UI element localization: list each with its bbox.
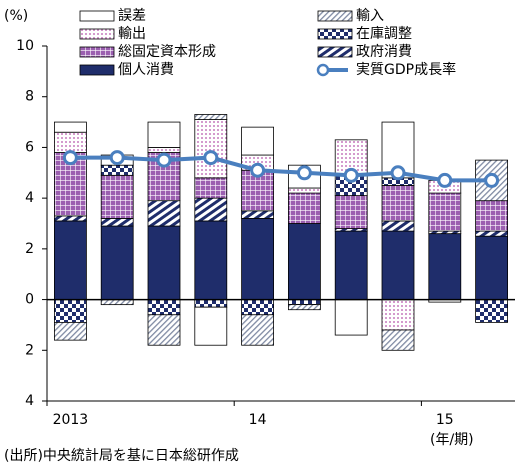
bar-segment bbox=[54, 299, 87, 323]
bar-segment bbox=[334, 195, 368, 229]
line-marker bbox=[250, 162, 266, 178]
legend-label: 実質GDP成長率 bbox=[356, 61, 456, 78]
bar-segment bbox=[475, 200, 509, 232]
legend-label: 総固定資本形成 bbox=[118, 44, 216, 60]
bar-segment bbox=[194, 197, 228, 222]
bar-segment bbox=[475, 230, 509, 237]
legend-swatch bbox=[79, 28, 115, 40]
legend-swatch bbox=[79, 46, 115, 58]
bar-segment bbox=[54, 215, 87, 222]
y-tick-label: 4 bbox=[25, 393, 34, 409]
bar-segment bbox=[194, 220, 228, 300]
legend-label: 輸入 bbox=[356, 8, 384, 24]
bar-segment bbox=[194, 119, 228, 179]
line-marker bbox=[156, 152, 172, 168]
bar-segment bbox=[334, 230, 368, 300]
y-tick-label: 2 bbox=[25, 342, 34, 358]
bar-segment bbox=[287, 304, 321, 311]
y-tick-label: 2 bbox=[25, 241, 34, 257]
bar-segment bbox=[100, 164, 134, 176]
legend-label: 政府消費 bbox=[356, 44, 412, 60]
line-marker bbox=[437, 172, 453, 188]
legend-swatch bbox=[79, 10, 115, 22]
bar-segment bbox=[147, 314, 181, 346]
bar-segment bbox=[287, 192, 321, 224]
bar-segment bbox=[241, 314, 275, 346]
bar-segment bbox=[241, 299, 275, 316]
y-tick-label: 10 bbox=[16, 38, 34, 54]
x-tick-label: 2013 bbox=[53, 412, 89, 428]
legend-label: 誤差 bbox=[118, 8, 146, 24]
bar-segment bbox=[334, 299, 368, 336]
bar-segment bbox=[241, 169, 275, 212]
y-axis-label: (%) bbox=[4, 8, 28, 24]
bar-segment bbox=[287, 187, 321, 194]
y-tick-label: 6 bbox=[25, 139, 34, 155]
line-marker bbox=[109, 150, 125, 166]
bar-segment bbox=[381, 185, 415, 222]
bar-segment bbox=[147, 225, 181, 300]
bar-segment bbox=[194, 306, 228, 346]
x-axis-label: (年/期) bbox=[430, 432, 474, 448]
bar-segment bbox=[287, 223, 321, 300]
line-marker bbox=[203, 150, 219, 166]
line-marker bbox=[484, 172, 500, 188]
bar-segment bbox=[381, 230, 415, 300]
y-tick-label: 4 bbox=[25, 190, 34, 206]
y-tick-label: 8 bbox=[25, 89, 34, 105]
legend-swatch bbox=[317, 46, 353, 58]
bar-segment bbox=[100, 299, 134, 306]
bar-segment bbox=[194, 114, 228, 120]
legend-label: 個人消費 bbox=[118, 62, 174, 78]
legend-label: 輸出 bbox=[118, 26, 146, 42]
legend-swatch bbox=[317, 10, 353, 22]
x-tick-label: 15 bbox=[436, 412, 454, 428]
bar-segment bbox=[381, 299, 415, 331]
x-tick-label: 14 bbox=[249, 412, 267, 428]
line-marker bbox=[62, 150, 78, 166]
legend-swatch bbox=[317, 28, 353, 40]
bar-segment bbox=[475, 235, 509, 300]
bar-segment bbox=[381, 329, 415, 351]
bar-segment bbox=[194, 299, 228, 308]
y-tick-label: 0 bbox=[25, 292, 34, 308]
bar-segment bbox=[147, 147, 181, 153]
bar-segment bbox=[147, 299, 181, 316]
bar-segment bbox=[475, 299, 509, 323]
bar-segment bbox=[241, 126, 275, 156]
line-marker bbox=[390, 165, 406, 181]
bar-segment bbox=[100, 218, 134, 227]
bar-segment bbox=[54, 321, 87, 341]
bar-segment bbox=[100, 174, 134, 219]
legend-swatch bbox=[79, 64, 115, 76]
bar-segment bbox=[381, 220, 415, 232]
bar-segment bbox=[428, 233, 462, 300]
bar-segment bbox=[54, 131, 87, 153]
bar-segment bbox=[54, 121, 87, 133]
bar-segment bbox=[147, 200, 181, 227]
bar-segment bbox=[287, 299, 321, 306]
line-marker bbox=[343, 167, 359, 183]
legend-swatch bbox=[316, 63, 330, 77]
line-marker bbox=[296, 165, 312, 181]
bar-segment bbox=[54, 220, 87, 300]
bar-segment bbox=[147, 121, 181, 148]
bar-segment bbox=[241, 218, 275, 300]
source: (出所)中央統計局を基に日本総研作成 bbox=[4, 447, 239, 464]
bar-segment bbox=[428, 192, 462, 232]
legend-label: 在庫調整 bbox=[356, 25, 412, 42]
bar-segment bbox=[100, 225, 134, 300]
bar-segment bbox=[241, 210, 275, 219]
line bbox=[70, 155, 492, 183]
bar-segment bbox=[194, 177, 228, 199]
